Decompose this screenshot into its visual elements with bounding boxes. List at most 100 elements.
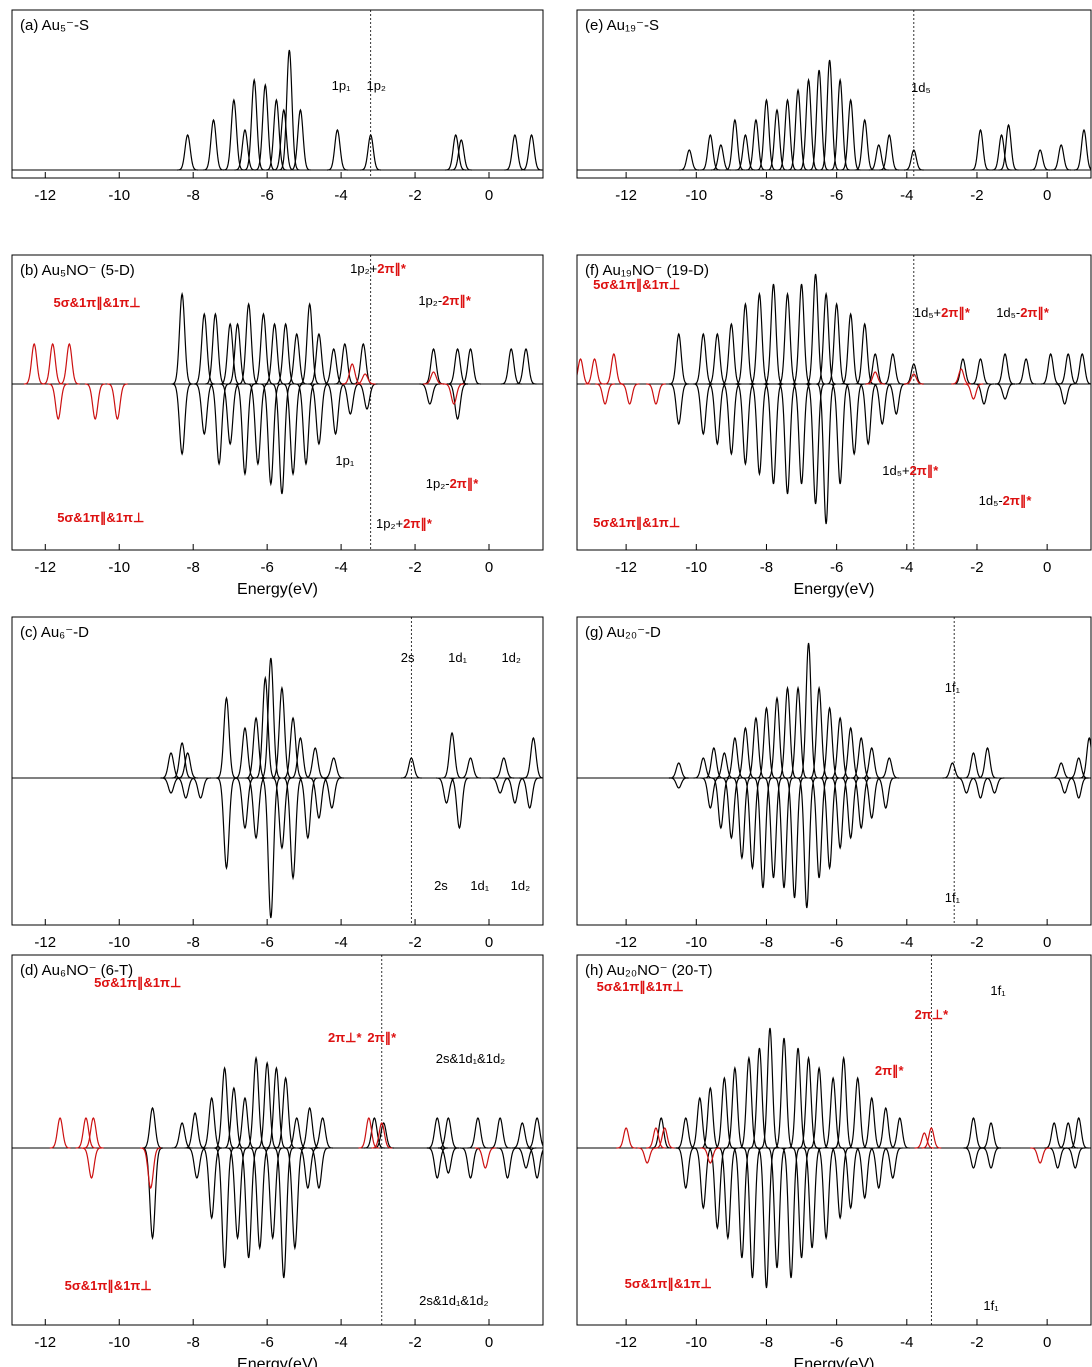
annotation-part: 1f₁ [990,983,1006,998]
dos-peak [1030,1148,1050,1163]
dos-peak [750,294,770,384]
dos-peak [725,1068,745,1148]
x-tick-label: 0 [1043,934,1051,951]
dos-peak [490,1118,511,1148]
dos-peak [841,314,861,384]
dos-peak [85,384,106,419]
dos-peak [778,688,798,778]
dos-peak [722,324,742,384]
dos-peak [848,1078,868,1148]
annotation-part: 1f₁ [945,680,961,695]
x-tick-label: -4 [900,187,913,204]
dos-peak [142,1148,163,1238]
dos-peak [736,384,756,464]
x-tick-label: -10 [108,559,130,576]
x-tick-label: -4 [900,1334,913,1351]
x-tick-label: -4 [334,559,347,576]
x-tick-label: -8 [760,559,773,576]
plot-area [577,617,1092,925]
dos-peak [865,372,885,384]
dos-peak [460,349,481,384]
annotation-part: 1d₅ [911,80,931,95]
annotation: 1f₁ [945,890,961,905]
annotation-part: 5σ&1π∥&1π⊥ [597,979,684,995]
x-tick-label: -2 [408,1334,421,1351]
dos-peak [792,284,812,384]
dos-peak [676,1148,696,1188]
annotation-part: 2s&1d₁&1d₂ [436,1051,505,1066]
annotation: 1d₅-2π∥* [979,493,1033,509]
dos-peak [964,1148,984,1168]
plot-area [577,10,1092,178]
annotation-part: 1d₁ [448,650,467,665]
annotation: 1d₅ [911,80,931,95]
x-tick-label: -6 [830,1334,843,1351]
dos-peak [24,344,45,384]
x-axis-label: Energy(eV) [794,1356,875,1367]
dos-peak [995,384,1015,399]
dos-peak [718,1148,738,1238]
annotation-part: 5σ&1π∥&1π⊥ [54,295,141,311]
dos-peak [59,344,80,384]
dos-peak [299,1108,320,1148]
x-tick-label: -12 [34,187,56,204]
annotation-part: 2π∥* [377,261,407,277]
annotation-part: 5σ&1π∥&1π⊥ [593,515,680,531]
dos-peak [708,384,728,444]
x-tick-label: -6 [830,559,843,576]
annotation: 1d₁ [448,650,467,665]
x-tick-label: -4 [334,934,347,951]
annotation: 5σ&1π∥&1π⊥ [625,1276,712,1292]
frame [12,955,543,1325]
dos-peak [646,384,666,404]
dos-peak [497,1148,518,1178]
dos-peak [750,384,770,474]
dos-peak [325,384,346,434]
dos-peak [883,354,903,384]
frame [577,955,1091,1325]
panel-title: (g) Au₂₀⁻-D [585,624,661,641]
x-tick-label: -4 [900,934,913,951]
dos-peak [883,1148,903,1178]
annotation-part: 1d₅- [996,305,1020,320]
dos-peak [764,284,784,384]
dos-peak [76,1118,97,1148]
dos-peak [505,778,526,803]
dos-peak [862,1098,882,1148]
annotation-part: 2π⊥* [328,1030,363,1045]
dos-peak [760,1028,780,1148]
dos-peak [1069,778,1089,798]
x-tick-label: -6 [260,934,273,951]
dos-peak [427,1118,448,1148]
dos-peak [757,1148,777,1288]
dos-peak [297,778,318,838]
dos-peak [820,60,840,170]
dos-peak [42,344,63,384]
annotation: 1f₁ [983,1298,999,1313]
dos-peak [781,1148,801,1278]
dos-peak [187,1148,208,1178]
annotation: 5σ&1π∥&1π⊥ [597,979,684,995]
annotation-part: 1p₂- [426,476,450,491]
dos-peak [275,324,296,384]
annotation-part: 1p₂+ [350,261,377,276]
dos-peak [309,334,330,384]
x-tick-label: -2 [408,559,421,576]
dos-peak [855,120,875,170]
annotation-part: 1d₅+ [914,305,941,320]
annotation: 1p₁ [332,78,351,93]
annotation-part: 2π∥* [875,1063,905,1079]
dos-peak [981,1148,1001,1168]
dos-peak [190,778,211,798]
annotation: 1p₂+2π∥* [350,261,407,277]
dos-peak [637,1148,657,1163]
dos-peak [203,120,224,170]
annotation-part: 2s&1d₁&1d₂ [419,1293,488,1308]
annotation-part: 1d₅- [979,493,1003,508]
x-tick-label: -10 [108,934,130,951]
annotation: 1d₂ [501,650,521,665]
x-tick-label: -6 [260,559,273,576]
dos-peak [1048,1148,1068,1168]
dos-peak [679,150,699,170]
dos-peak [460,1148,481,1178]
